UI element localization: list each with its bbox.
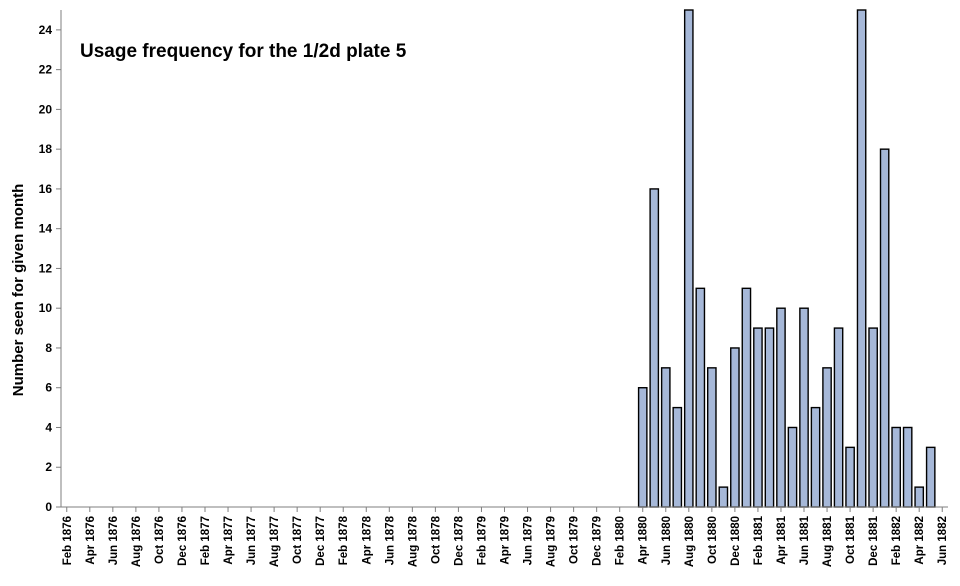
x-tick-label: Oct 1876	[154, 516, 166, 564]
x-tick-label: Jun 1880	[661, 516, 673, 565]
bar	[776, 307, 786, 508]
bar	[764, 327, 775, 508]
y-tick-label: 18	[39, 142, 53, 156]
x-tick-label: Feb 1877	[200, 516, 212, 565]
bar	[914, 486, 925, 508]
y-tick-label: 6	[45, 381, 52, 395]
x-tick-label: Dec 1877	[315, 516, 327, 566]
x-tick-label: Aug 1877	[269, 516, 281, 567]
y-tick-label: 24	[39, 23, 53, 37]
x-tick-label: Oct 1880	[707, 516, 719, 564]
y-tick-label: 20	[39, 102, 53, 116]
x-tick-label: Feb 1881	[753, 515, 765, 565]
bar	[730, 347, 740, 508]
x-ticks: Feb 1876 Apr 1876 Jun 1876 Aug 1876 Oct 1876…	[62, 507, 949, 567]
bar	[787, 426, 798, 508]
x-tick-label: Apr 1876	[85, 516, 97, 565]
bar	[637, 387, 648, 508]
y-tick-label: 0	[45, 500, 52, 514]
y-tick-label: 14	[39, 222, 53, 236]
x-tick-label: Dec 1879	[592, 516, 604, 566]
y-tick-label: 10	[39, 301, 53, 315]
bar	[868, 327, 878, 508]
bar	[741, 287, 752, 508]
x-tick-label: Dec 1876	[177, 516, 189, 566]
bar	[799, 307, 809, 508]
x-tick-label: Apr 1877	[223, 516, 235, 565]
x-tick-label: Aug 1879	[546, 516, 558, 567]
x-tick-label: Jun 1877	[246, 516, 258, 565]
x-tick-label: Jun 1878	[384, 515, 396, 565]
bar	[891, 426, 902, 508]
bar	[707, 367, 717, 508]
x-tick-label: Apr 1878	[361, 515, 373, 564]
x-tick-label: Oct 1877	[292, 516, 304, 564]
bar	[810, 406, 821, 508]
x-tick-label: Aug 1880	[684, 516, 696, 567]
x-tick-label: Aug 1878	[407, 515, 419, 567]
x-tick-label: Feb 1879	[476, 516, 488, 565]
bar	[672, 406, 683, 508]
x-tick-label: Dec 1881	[868, 515, 880, 565]
bar	[683, 9, 694, 508]
bar	[833, 327, 844, 508]
x-tick-label: Feb 1878	[338, 515, 350, 565]
y-tick-label: 16	[39, 182, 53, 196]
x-tick-label: Oct 1879	[569, 516, 581, 564]
x-tick-label: Jun 1879	[523, 516, 535, 565]
bar	[845, 446, 855, 508]
bar	[902, 426, 913, 508]
bar	[822, 367, 832, 508]
x-tick-label: Jun 1881	[799, 515, 811, 565]
y-tick-label: 4	[45, 420, 52, 434]
bar	[660, 367, 671, 508]
x-tick-label: Jun 1876	[108, 516, 120, 565]
y-tick-label: 2	[45, 460, 52, 474]
x-tick-label: Aug 1876	[131, 516, 143, 567]
x-tick-label: Feb 1876	[62, 516, 74, 565]
bar	[753, 327, 763, 508]
x-tick-label: Feb 1882	[891, 516, 903, 565]
bar	[856, 9, 867, 508]
y-tick-label: 12	[39, 261, 53, 275]
bar	[879, 148, 890, 508]
x-tick-label: Apr 1881	[776, 515, 788, 564]
x-tick-label: Apr 1882	[914, 516, 926, 565]
bar	[925, 446, 936, 508]
bars	[637, 9, 936, 508]
y-axis-label: Number seen for given month	[10, 184, 27, 397]
x-tick-label: Apr 1880	[638, 516, 650, 565]
x-tick-label: Oct 1878	[430, 515, 442, 564]
x-tick-label: Apr 1879	[500, 516, 512, 565]
bar	[718, 486, 729, 508]
bar	[695, 287, 706, 508]
x-tick-label: Dec 1880	[730, 516, 742, 566]
x-tick-label: Dec 1878	[453, 515, 465, 565]
chart-title: Usage frequency for the 1/2d plate 5	[80, 41, 407, 62]
x-tick-label: Oct 1881	[845, 515, 857, 564]
y-tick-label: 22	[39, 63, 53, 77]
bar	[649, 188, 660, 508]
x-tick-label: Jun 1882	[937, 516, 949, 565]
x-tick-label: Aug 1881	[822, 515, 834, 567]
y-tick-label: 8	[45, 341, 52, 355]
x-tick-label: Feb 1880	[615, 516, 627, 565]
